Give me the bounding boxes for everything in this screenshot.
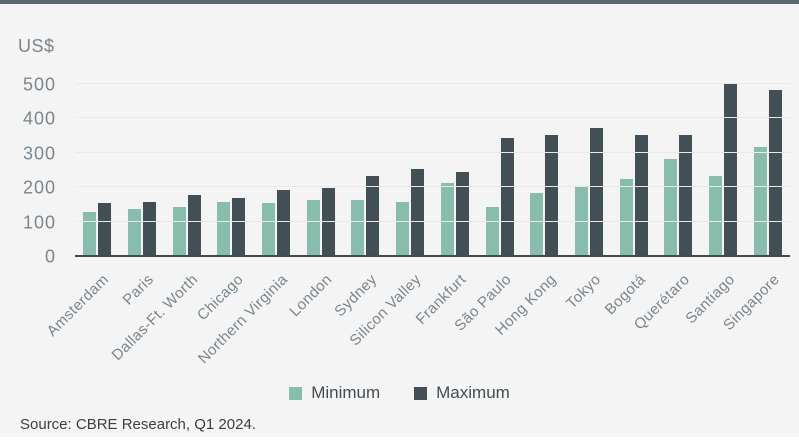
source-text: Source: CBRE Research, Q1 2024. (20, 416, 256, 433)
minimum-bar (485, 206, 499, 255)
legend: Minimum Maximum (0, 383, 799, 403)
bar-group (209, 85, 254, 255)
plot-area (75, 83, 790, 257)
legend-label-maximum: Maximum (436, 383, 510, 402)
maximum-bar (232, 198, 246, 255)
bar-group (477, 85, 522, 255)
minimum-bar (351, 199, 365, 255)
bar-group (120, 85, 165, 255)
gridline-500 (75, 83, 790, 84)
x-tick-label: London (286, 271, 336, 321)
gridline-100 (75, 220, 790, 222)
maximum-bar (500, 138, 514, 255)
bar-group (75, 85, 120, 255)
bar-group (656, 85, 701, 255)
bar-group (611, 85, 656, 255)
minimum-bar (530, 193, 544, 255)
gridline-200 (75, 186, 790, 188)
minimum-bar (172, 206, 186, 255)
x-tick-label: Tokyo (562, 271, 604, 313)
bar-group (433, 85, 478, 255)
maximum-bar (277, 189, 291, 255)
x-tick-label: Paris (119, 271, 158, 309)
y-tick-200: 200 (22, 177, 56, 198)
minimum-bar (753, 146, 767, 255)
minimum-bar (262, 203, 276, 255)
maximum-swatch-icon (414, 386, 428, 400)
bar-group (298, 85, 343, 255)
maximum-bar (545, 134, 559, 255)
y-tick-300: 300 (22, 143, 56, 164)
minimum-bar (83, 212, 97, 255)
maximum-bar (411, 169, 425, 255)
bar-group (343, 85, 388, 255)
minimum-bar (619, 179, 633, 255)
y-tick-500: 500 (22, 74, 56, 95)
bar-group (745, 85, 790, 255)
y-axis-unit-label: US$ (18, 36, 55, 56)
minimum-bar (708, 175, 722, 255)
bar-group (254, 85, 299, 255)
bar-group (388, 85, 433, 255)
bars-container (75, 83, 790, 255)
legend-item-maximum: Maximum (414, 383, 510, 403)
chart-panel: US$ 0 100 200 300 400 500 Amsterdam Paris Dalla… (0, 4, 799, 437)
minimum-bar (664, 158, 678, 255)
maximum-bar (455, 172, 469, 255)
maximum-bar (768, 89, 782, 255)
minimum-bar (440, 182, 454, 255)
bar-group (164, 85, 209, 255)
maximum-bar (634, 134, 648, 255)
y-axis: 0 100 200 300 400 500 (0, 75, 60, 267)
y-tick-0: 0 (44, 246, 56, 267)
gridline-300 (75, 151, 790, 153)
maximum-bar (187, 194, 201, 255)
y-tick-400: 400 (22, 108, 56, 129)
legend-label-minimum: Minimum (311, 383, 381, 402)
maximum-bar (723, 83, 737, 255)
bar-group (567, 85, 612, 255)
legend-item-minimum: Minimum (289, 383, 380, 403)
maximum-bar (366, 175, 380, 255)
maximum-bar (679, 134, 693, 255)
y-tick-100: 100 (22, 212, 56, 233)
bar-group (701, 83, 746, 255)
maximum-bar (98, 203, 112, 255)
x-axis-labels: Amsterdam Paris Dallas-Ft. Worth Chicago Nor… (44, 263, 790, 378)
minimum-bar (396, 201, 410, 255)
top-accent-bar (0, 0, 799, 4)
minimum-bar (306, 199, 320, 255)
minimum-bar (217, 201, 231, 255)
maximum-bar (143, 201, 157, 255)
minimum-bar (128, 208, 142, 255)
gridline-400 (75, 117, 790, 119)
minimum-swatch-icon (289, 386, 303, 400)
bar-group (522, 85, 567, 255)
minimum-bar (574, 186, 588, 255)
maximum-bar (589, 127, 603, 255)
x-tick-label: Amsterdam (43, 271, 113, 340)
